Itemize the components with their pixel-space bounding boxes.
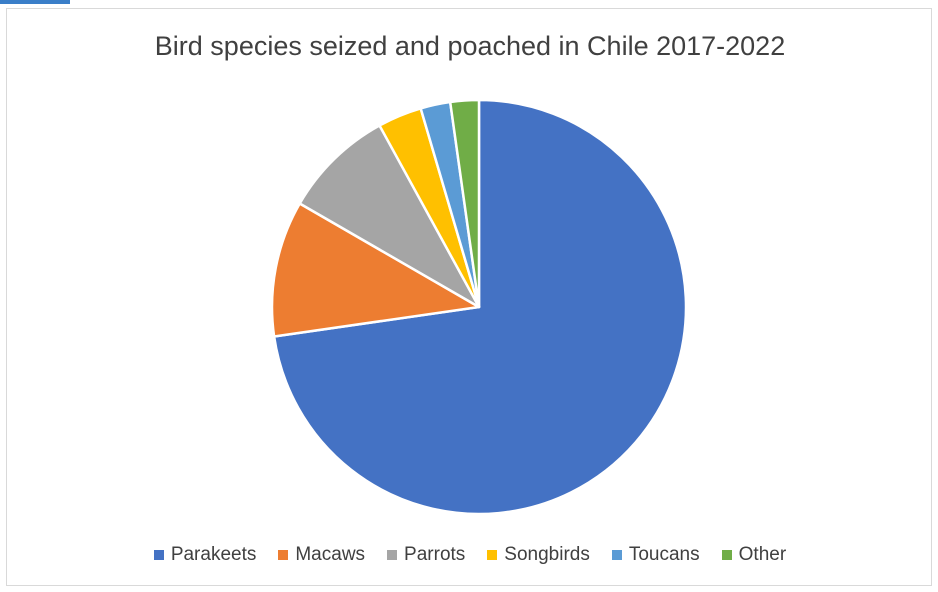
legend-swatch — [153, 550, 164, 560]
legend-item-toucans: Toucans — [611, 544, 700, 566]
legend-swatch — [611, 550, 622, 560]
legend-item-other: Other — [721, 544, 787, 566]
pie-slice-macaws — [270, 202, 481, 338]
top-accent-bar — [0, 0, 70, 4]
legend-swatch — [278, 550, 289, 560]
legend-label: Parakeets — [170, 544, 257, 565]
legend-item-songbirds: Songbirds — [487, 544, 590, 566]
pie-chart — [270, 98, 688, 516]
pie-slice-parrots — [298, 124, 481, 309]
legend-label: Parrots — [404, 544, 466, 565]
chart-area: Bird species seized and poached in Chile… — [6, 8, 932, 586]
legend-label: Songbirds — [504, 544, 590, 565]
legend-swatch — [721, 550, 732, 560]
legend-label: Toucans — [628, 544, 700, 565]
legend-item-parrots: Parrots — [387, 544, 465, 566]
legend-swatch — [387, 550, 398, 560]
legend-label: Macaws — [295, 544, 366, 565]
legend-label: Other — [738, 544, 787, 565]
pie-slice-other — [448, 98, 481, 309]
legend-swatch — [487, 550, 498, 560]
legend-item-parakeets: Parakeets — [153, 544, 257, 566]
chart-title: Bird species seized and poached in Chile… — [154, 31, 786, 61]
legend-item-macaws: Macaws — [278, 544, 365, 566]
legend: Parakeets Macaws Parrots Songbirds Toucans Ot… — [7, 544, 933, 566]
